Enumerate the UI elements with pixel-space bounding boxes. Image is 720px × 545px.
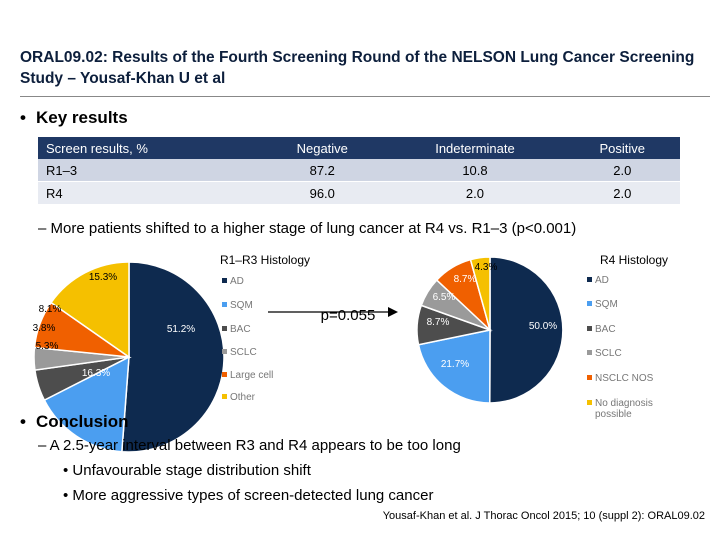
legend-label: AD [230,276,244,287]
legend-label: SQM [595,299,618,310]
pie-data-label: 8.7% [454,274,477,285]
legend-swatch [222,302,227,307]
key-results-heading: • Key results [20,108,128,128]
conclusion-heading: • Conclusion [20,412,129,432]
pie-slice [489,256,564,404]
legend-swatch [587,375,592,380]
table-cell: R1–3 [38,159,260,182]
table-row: R4 96.0 2.0 2.0 [38,181,680,205]
pie-data-label: 8.1% [39,304,62,315]
bullet-icon: • [20,412,26,431]
pie-data-label: 15.3% [89,272,117,283]
conclusion-heading-text: Conclusion [36,412,129,431]
pie-data-label: 21.7% [441,359,469,370]
legend-swatch [587,326,592,331]
p-value: p=0.055 [321,307,376,324]
arrow-head-icon [388,307,398,317]
table-header-row: Screen results, % Negative Indeterminate… [38,137,680,159]
table-cell: 96.0 [259,181,386,205]
legend-swatch [222,278,227,283]
table-header: Indeterminate [385,137,565,159]
pie-slice [50,261,130,359]
legend-swatch [222,326,227,331]
table-header: Negative [259,137,386,159]
bullet-icon: • [20,108,26,127]
histology-charts: R1–R3 Histology R4 Histology 51.2% 16.3% 5… [33,253,668,453]
chart-title-r1r3: R1–R3 Histology [220,253,310,267]
finding-text: – More patients shifted to a higher stag… [38,220,577,237]
table-row: R1–3 87.2 10.8 2.0 [38,159,680,182]
table-cell: 2.0 [385,181,565,205]
title-divider [20,96,710,97]
legend-label: SCLC [595,348,622,359]
pie-slice [469,256,491,331]
legend-swatch [222,372,227,377]
pie-slice [417,329,491,404]
pie-data-label: 6.5% [433,292,456,303]
legend-swatch [587,350,592,355]
conclusion-point: – A 2.5-year interval between R3 and R4 … [38,437,461,454]
legend-swatch [587,301,592,306]
pie-data-label: 5.3% [36,341,59,352]
legend-label: BAC [595,324,616,335]
table-cell: R4 [38,181,260,205]
legend-swatch [222,394,227,399]
legend-label: Large cell [230,370,273,381]
table-cell: 10.8 [385,159,565,182]
pie-data-label: 3.8% [33,323,56,334]
legend-label: No diagnosis possible [595,398,653,420]
legend-label: SQM [230,300,253,311]
conclusion-subpoint: • Unfavourable stage distribution shift [63,462,311,479]
pie-slice [121,261,225,453]
chart-title-r4: R4 Histology [600,253,668,267]
pie-data-label: 16.3% [82,368,110,379]
legend-swatch [587,400,592,405]
pie-data-label: 50.0% [529,321,557,332]
legend-label: Other [230,392,256,403]
table-cell: 2.0 [564,159,680,182]
slide-title: ORAL09.02: Results of the Fourth Screeni… [20,49,695,87]
table-cell: 87.2 [259,159,386,182]
table-cell: 2.0 [564,181,680,205]
legend-label: NSCLC NOS [595,373,654,384]
legend-swatch [222,349,227,354]
pie-data-label: 4.3% [475,262,498,273]
legend-label: BAC [230,324,251,335]
legend-label: AD [595,275,609,286]
citation: Yousaf-Khan et al. J Thorac Oncol 2015; … [382,510,705,522]
key-results-heading-text: Key results [36,108,128,127]
screen-results-table: Screen results, % Negative Indeterminate… [38,137,680,205]
pie-data-label: 8.7% [427,317,450,328]
table-header: Screen results, % [38,137,260,159]
pie-data-label: 51.2% [167,324,195,335]
table-header: Positive [564,137,680,159]
legend-swatch [587,277,592,282]
legend-label: SCLC [230,347,257,358]
pie-slice [43,355,130,453]
conclusion-subpoint: • More aggressive types of screen-detect… [63,487,434,504]
